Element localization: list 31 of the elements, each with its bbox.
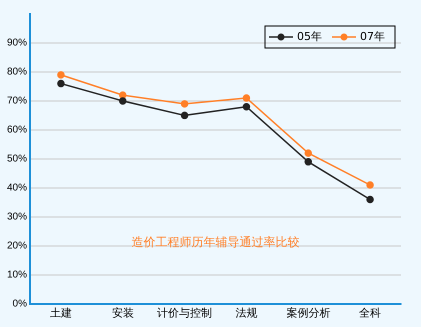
x-tick-label: 法规 — [235, 306, 258, 320]
legend-label: 05年 — [297, 30, 322, 43]
y-tick-label: 10% — [7, 270, 28, 281]
y-tick-label: 30% — [7, 212, 28, 223]
x-tick-label: 安装 — [112, 306, 134, 320]
x-tick-label: 土建 — [50, 306, 72, 320]
y-tick-label: 50% — [7, 154, 28, 165]
legend-label: 07年 — [360, 30, 386, 43]
point — [180, 112, 188, 120]
point — [304, 149, 312, 157]
point — [366, 196, 374, 204]
annotation: 造价工程师历年辅导通过率比较 — [132, 234, 300, 249]
point — [119, 97, 127, 105]
y-tick-label: 40% — [7, 182, 28, 194]
point — [119, 91, 127, 99]
y-tick-label: 20% — [7, 240, 28, 252]
point — [242, 102, 250, 110]
x-tick-label: 全科 — [359, 307, 382, 320]
point — [57, 80, 65, 88]
point — [57, 71, 65, 79]
x-tick-label: 案例分析 — [286, 306, 330, 320]
point — [366, 181, 374, 189]
y-tick-label: 80% — [7, 66, 28, 78]
x-tick-label: 计价与控制 — [157, 306, 212, 320]
point — [304, 158, 312, 166]
point — [242, 94, 250, 102]
y-tick-label: 70% — [7, 96, 28, 107]
y-tick-label: 0% — [12, 298, 28, 310]
point — [180, 100, 188, 108]
y-tick-label: 60% — [7, 124, 28, 136]
y-tick-label: 90% — [7, 38, 28, 49]
